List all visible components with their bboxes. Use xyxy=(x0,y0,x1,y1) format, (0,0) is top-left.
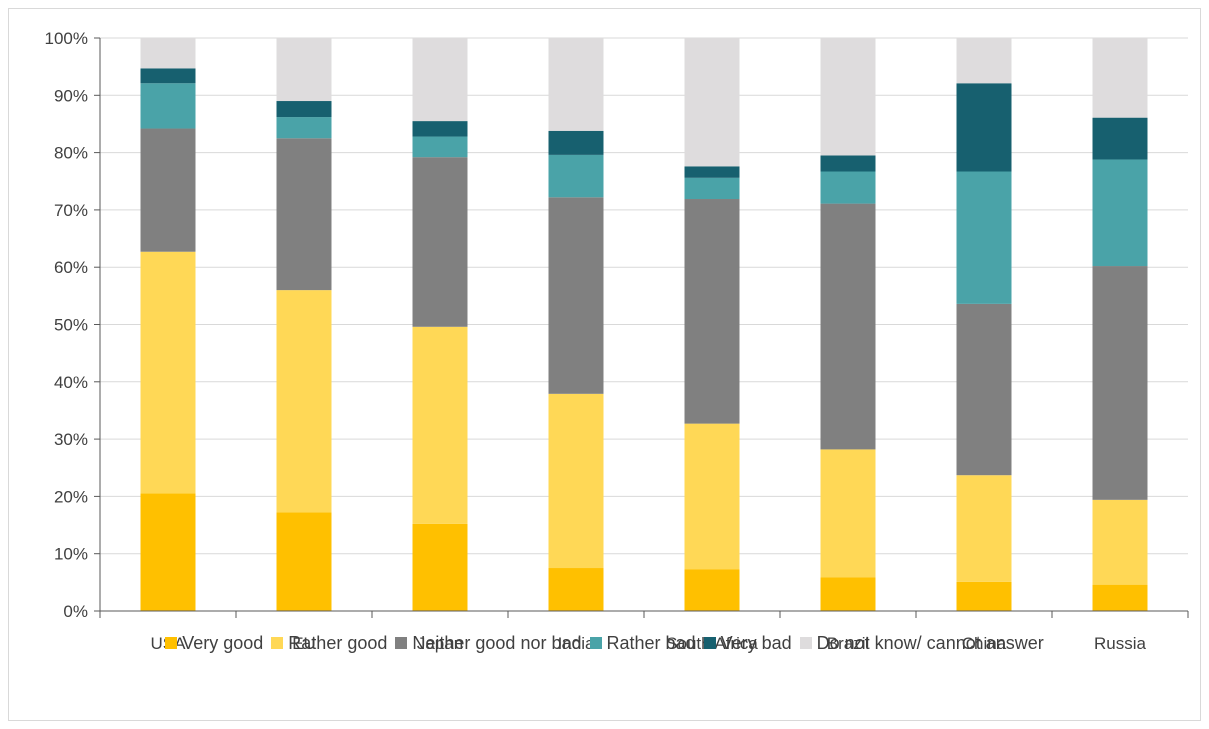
y-tick-label: 30% xyxy=(54,430,88,449)
legend-swatch xyxy=(799,637,812,649)
legend-label: Very bad xyxy=(720,632,792,653)
y-tick-label: 10% xyxy=(54,545,88,564)
bar-segment xyxy=(1092,38,1148,118)
y-tick-label: 80% xyxy=(54,144,88,163)
x-tick-label: India xyxy=(558,634,595,653)
bar-segment xyxy=(412,121,468,137)
bar-segment xyxy=(276,290,332,513)
x-tick-label: Russia xyxy=(1094,634,1147,653)
bar-segment xyxy=(276,38,332,102)
bar-segment xyxy=(820,171,876,204)
bar-segment xyxy=(276,117,332,139)
legend-swatch xyxy=(165,637,178,649)
bar-segment xyxy=(684,166,740,178)
legend-item: Rather good xyxy=(271,633,387,654)
legend-swatch xyxy=(589,637,602,649)
legend: Very good Rather good Neither good nor bad… xyxy=(0,628,1209,658)
bar-segment xyxy=(412,523,468,611)
legend-item: Do not know/ cannot answer xyxy=(799,632,1044,654)
legend-swatch xyxy=(395,637,408,649)
bar-segment xyxy=(684,423,740,570)
y-tick-label: 40% xyxy=(54,373,88,392)
legend-item: Neither good nor bad xyxy=(395,632,582,654)
bar-segment xyxy=(548,197,604,394)
bar-segment xyxy=(412,38,468,122)
x-tick-label: China xyxy=(962,634,1007,653)
bar-segment xyxy=(684,177,740,200)
bar-segment xyxy=(140,38,196,69)
bar-segment xyxy=(956,38,1012,84)
bar-segment xyxy=(548,393,604,569)
bar-segment xyxy=(820,203,876,450)
bar-segment xyxy=(140,68,196,84)
y-tick-label: 50% xyxy=(54,316,88,335)
bar-segment xyxy=(140,251,196,494)
bar-segment xyxy=(1092,159,1148,267)
bar-segment xyxy=(956,475,1012,582)
y-tick-label: 90% xyxy=(54,86,88,105)
y-tick-label: 100% xyxy=(45,29,88,48)
bar-segment xyxy=(412,157,468,327)
bar-segment xyxy=(412,326,468,524)
bar-segment xyxy=(820,38,876,156)
legend-label: Very good xyxy=(182,632,264,653)
bar-segment xyxy=(140,493,196,611)
bar-segment xyxy=(956,303,1012,476)
bar-segment xyxy=(684,199,740,424)
legend-label: Neither good nor bad xyxy=(412,632,582,653)
y-tick-label: 60% xyxy=(54,258,88,277)
bar-segment xyxy=(820,449,876,578)
bar-segment xyxy=(1092,584,1148,611)
bar-segment xyxy=(820,577,876,611)
bar-segment xyxy=(548,38,604,131)
bar-segment xyxy=(1092,266,1148,500)
bar-segment xyxy=(276,512,332,611)
y-tick-label: 70% xyxy=(54,201,88,220)
bar-segment xyxy=(1092,499,1148,585)
y-tick-label: 20% xyxy=(54,487,88,506)
legend-swatch xyxy=(703,637,716,649)
bar-segment xyxy=(684,569,740,611)
y-tick-label: 0% xyxy=(63,602,88,621)
bar-segment xyxy=(820,155,876,172)
bar-segment xyxy=(548,568,604,611)
legend-label: Rather good xyxy=(288,632,388,653)
legend-swatch xyxy=(271,637,284,649)
bar-segment xyxy=(956,83,1012,172)
bar-segment xyxy=(956,581,1012,611)
bar-segment xyxy=(412,136,468,158)
gridlines xyxy=(100,37,1188,555)
bars xyxy=(140,38,1148,611)
bar-segment xyxy=(1092,117,1148,160)
bar-segment xyxy=(548,130,604,155)
bar-segment xyxy=(276,101,332,118)
bar-segment xyxy=(684,38,740,167)
legend-label: Rather bad xyxy=(606,632,696,653)
legend-item: Very bad xyxy=(703,632,792,654)
legend-label: Do not know/ cannot answer xyxy=(816,632,1044,653)
bar-segment xyxy=(276,138,332,291)
bar-segment xyxy=(140,128,196,252)
bar-segment xyxy=(548,154,604,198)
axes xyxy=(94,37,1189,618)
x-tick-label: Japan xyxy=(417,634,463,653)
bar-segment xyxy=(140,83,196,129)
bar-segment xyxy=(956,171,1012,304)
x-tick-label: Brazil xyxy=(827,634,870,653)
legend-item: Rather bad xyxy=(589,632,696,654)
legend-item: Very good xyxy=(165,633,263,654)
x-tick-label: EU xyxy=(292,634,316,653)
